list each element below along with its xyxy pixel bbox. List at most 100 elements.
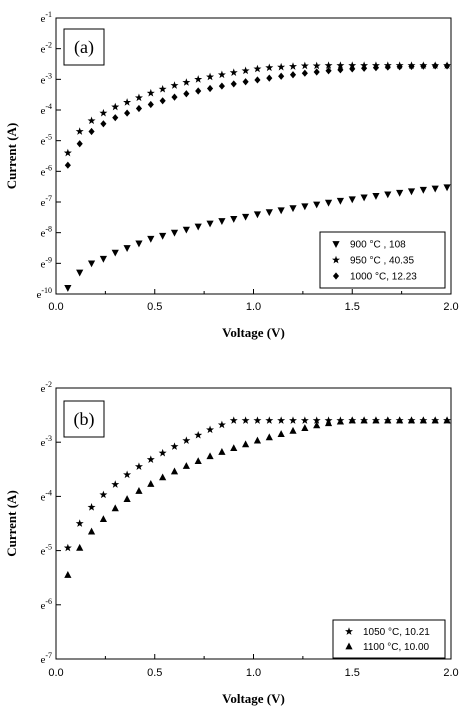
- data-point: [265, 433, 273, 441]
- y-tick-base: e: [40, 546, 45, 558]
- data-point: [230, 444, 238, 452]
- data-point: [277, 62, 286, 71]
- legend-label: 1050 °C, 10.21: [363, 627, 430, 638]
- data-point: [289, 205, 297, 213]
- y-tick-label: e-7: [40, 651, 52, 666]
- data-point: [171, 93, 178, 101]
- y-tick-base: e: [36, 289, 41, 301]
- data-point: [75, 127, 84, 135]
- data-point: [349, 65, 356, 73]
- y-tick-label: e-10: [36, 286, 52, 301]
- data-point: [336, 61, 345, 69]
- y-tick-base: e: [40, 44, 45, 56]
- data-point: [360, 194, 368, 202]
- data-point: [194, 457, 202, 465]
- y-tick-exponent: -7: [45, 651, 52, 660]
- data-point: [384, 416, 392, 424]
- y-tick-base: e: [40, 74, 45, 86]
- x-tick-label: 1.0: [246, 301, 261, 313]
- data-point: [360, 416, 368, 424]
- y-tick-label: e-9: [40, 255, 52, 270]
- data-point: [431, 416, 439, 424]
- data-point: [124, 109, 131, 117]
- panel-label-box: [63, 28, 105, 66]
- y-tick-label: e-4: [40, 102, 52, 117]
- data-point: [206, 220, 214, 228]
- data-point: [194, 223, 202, 231]
- chart-panel-b: e-2e-3e-4e-5e-6e-70.0 0.5 1.0 1.5 2.0Voltage…: [4, 380, 459, 706]
- data-point: [265, 416, 274, 424]
- data-point: [218, 447, 226, 455]
- data-point: [134, 93, 143, 102]
- data-point: [372, 192, 380, 200]
- x-tick-label: 0.0: [48, 301, 63, 313]
- data-point: [182, 226, 190, 234]
- data-point: [277, 416, 286, 424]
- y-tick-label: e-7: [40, 194, 52, 209]
- y-tick-label: e-2: [40, 380, 52, 395]
- data-point: [206, 452, 214, 460]
- data-point: [206, 425, 215, 434]
- y-tick-exponent: -8: [45, 225, 52, 234]
- data-point: [111, 249, 119, 257]
- legend-marker: [345, 642, 353, 650]
- y-tick-exponent: -6: [45, 163, 52, 172]
- y-tick-base: e: [40, 166, 45, 178]
- y-tick-base: e: [40, 197, 45, 209]
- data-point: [443, 416, 451, 424]
- data-point: [277, 430, 285, 437]
- legend-box: [332, 619, 446, 659]
- data-point: [135, 487, 143, 494]
- data-point: [134, 462, 143, 470]
- data-point: [337, 66, 344, 74]
- data-point: [289, 62, 297, 70]
- y-tick-base: e: [40, 13, 45, 25]
- y-tick-label: e-1: [40, 10, 52, 25]
- y-tick-exponent: -2: [45, 380, 52, 389]
- data-point: [218, 82, 225, 90]
- data-point: [431, 185, 439, 193]
- data-point: [312, 61, 321, 70]
- data-point: [407, 416, 416, 424]
- x-axis-label: Voltage (V): [222, 691, 285, 706]
- data-point: [217, 420, 226, 429]
- data-point: [123, 245, 131, 252]
- data-point: [217, 70, 226, 79]
- data-point: [253, 64, 262, 73]
- y-tick-exponent: -4: [45, 102, 52, 111]
- data-point: [111, 504, 119, 512]
- y-tick-base: e: [40, 228, 45, 240]
- data-point: [229, 416, 238, 424]
- y-tick-base: e: [40, 654, 45, 666]
- data-point: [76, 543, 84, 551]
- data-point: [419, 416, 427, 424]
- data-point: [384, 191, 392, 199]
- data-point: [64, 284, 72, 292]
- y-tick-label: e-5: [40, 543, 52, 558]
- series-0: [64, 184, 451, 292]
- data-point: [111, 102, 120, 111]
- data-point: [324, 419, 333, 427]
- x-tick-label: 1.5: [345, 301, 360, 313]
- y-tick-base: e: [40, 136, 45, 148]
- data-point: [241, 66, 250, 75]
- data-point: [123, 495, 131, 502]
- data-point: [301, 203, 309, 211]
- data-point: [159, 473, 167, 481]
- y-tick-exponent: -7: [45, 194, 52, 203]
- panel-label: (a): [74, 37, 94, 58]
- data-point: [313, 201, 321, 209]
- data-point: [408, 62, 415, 71]
- data-point: [372, 64, 380, 72]
- data-point: [206, 84, 214, 93]
- data-point: [300, 416, 309, 424]
- data-point: [361, 64, 368, 72]
- data-point: [170, 81, 179, 89]
- data-point: [99, 108, 108, 117]
- data-point: [229, 68, 238, 76]
- data-point: [277, 207, 285, 215]
- data-point: [348, 61, 357, 69]
- data-point: [75, 519, 84, 527]
- data-point: [396, 189, 404, 197]
